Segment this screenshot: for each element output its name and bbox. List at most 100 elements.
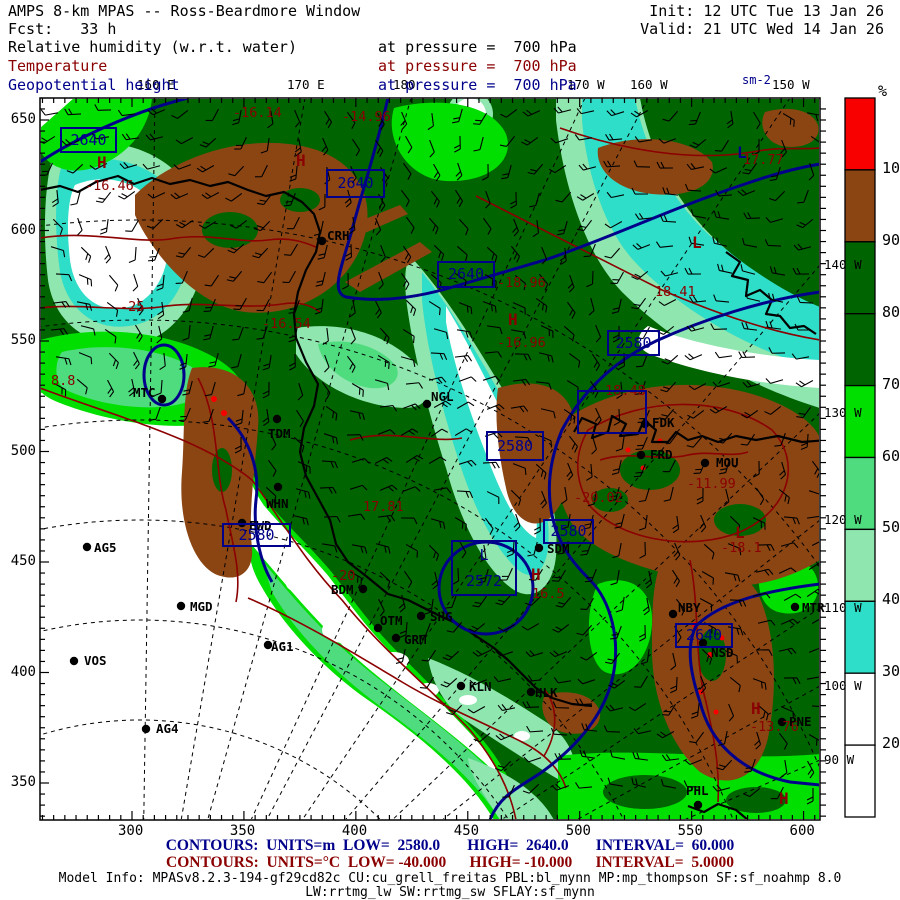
station-label-OTM: OTM bbox=[380, 613, 403, 628]
model-info-line1: Model Info: MPASv8.2.3-194-gf29cd82c CU:… bbox=[58, 871, 842, 886]
temp-label: -16.96 bbox=[497, 335, 546, 351]
station-label-AG4: AG4 bbox=[156, 721, 179, 736]
temp-label: -25 bbox=[120, 299, 145, 315]
high-symbol: H bbox=[531, 565, 541, 584]
forecast-hour: Fcst: 33 h bbox=[8, 20, 117, 38]
temp-label: -18.1 bbox=[721, 540, 762, 556]
temp-label: -16.46 bbox=[85, 178, 134, 194]
station-dot-MOU bbox=[700, 458, 710, 468]
height-contour-box: 2640 bbox=[60, 127, 117, 153]
high-symbol: H bbox=[97, 153, 107, 172]
field-name: Temperature bbox=[8, 57, 108, 75]
temp-label: -20.02 bbox=[574, 490, 623, 506]
rh-over-100-specks bbox=[211, 396, 725, 715]
station-label-CRH: CRH bbox=[327, 228, 350, 243]
low-letter: L bbox=[479, 546, 489, 564]
station-label-SHG: SHG bbox=[430, 609, 453, 624]
station-label-MOU: MOU bbox=[716, 455, 739, 470]
height-contour-box: 2640 bbox=[437, 261, 495, 288]
temp-label: -16.14 bbox=[233, 105, 282, 121]
height-contour-info: CONTOURS: UNITS=m LOW= 2580.0 HIGH= 2640… bbox=[165, 837, 735, 854]
units-note: sm-2 bbox=[742, 73, 771, 87]
station-dot-NSD bbox=[698, 638, 708, 648]
low-symbol: L bbox=[692, 233, 702, 252]
height-contour-box bbox=[577, 390, 647, 434]
height-contour-box: 2580 bbox=[222, 523, 291, 547]
station-label-FDK: FDK bbox=[652, 415, 675, 430]
plot-title: AMPS 8-km MPAS -- Ross-Beardmore Window bbox=[8, 2, 361, 20]
station-label-SDM: SDM bbox=[547, 541, 570, 556]
height-contour-box: 2580 bbox=[486, 431, 544, 461]
temp-contour-info: CONTOURS: UNITS=°C LOW= -40.000 HIGH= -1… bbox=[166, 854, 734, 871]
temp-label: -11.99 bbox=[687, 476, 736, 492]
station-dot-KLN bbox=[456, 681, 466, 691]
station-dot-PHL bbox=[693, 800, 703, 810]
station-label-EWD: EWD bbox=[249, 518, 272, 533]
low-value: 2572 bbox=[465, 572, 503, 590]
temp-label: 16.5 bbox=[532, 586, 565, 602]
station-label-NGL: NGL bbox=[431, 389, 454, 404]
valid-time: Valid: 21 UTC Wed 14 Jan 26 bbox=[640, 20, 884, 38]
station-dot-MTR bbox=[790, 602, 800, 612]
high-symbol: H bbox=[779, 789, 789, 808]
map-frame-and-ticks bbox=[39, 97, 826, 821]
colorbar bbox=[844, 97, 876, 818]
station-label-PNE: PNE bbox=[789, 714, 812, 729]
station-dot-MTC bbox=[157, 394, 167, 404]
height-contour-box: 2580 bbox=[543, 519, 594, 544]
high-symbol: H bbox=[751, 699, 761, 718]
field-level: at pressure = 700 hPa bbox=[378, 38, 577, 56]
station-dot-AG4 bbox=[141, 724, 151, 734]
high-symbol: H bbox=[296, 151, 306, 170]
station-label-VOS: VOS bbox=[84, 653, 107, 668]
low-center-box: L 2572 bbox=[451, 540, 517, 596]
station-dot-FRD bbox=[636, 450, 646, 460]
latlon-graticule bbox=[41, 99, 819, 819]
height-contour-box: 2580 bbox=[607, 330, 660, 356]
station-label-MTR: MTR bbox=[802, 600, 825, 615]
temp-label: 18.41 bbox=[655, 284, 696, 300]
station-dot-NGL bbox=[422, 399, 432, 409]
init-time: Init: 12 UTC Tue 13 Jan 26 bbox=[649, 2, 884, 20]
station-dot-BDM bbox=[358, 584, 368, 594]
temp-label: -20 bbox=[331, 568, 356, 584]
station-label-BDM: BDM bbox=[331, 582, 354, 597]
station-dot-NBY bbox=[668, 609, 678, 619]
station-label-PHL: PHL bbox=[686, 783, 709, 798]
station-dot-MGD bbox=[176, 601, 186, 611]
station-dot-GRM bbox=[391, 633, 401, 643]
station-label-KLN: KLN bbox=[469, 679, 492, 694]
station-dot-VOS bbox=[69, 656, 79, 666]
height-contour-box: 2640 bbox=[326, 169, 385, 198]
low-symbol: L bbox=[737, 143, 747, 162]
model-info-line2: LW:rrtmg_lw SW:rrtmg_sw SFLAY:sf_mynn bbox=[305, 885, 595, 900]
temp-label: 17.81 bbox=[363, 499, 404, 515]
station-label-MTC: MTC bbox=[133, 385, 156, 400]
station-dot-AG5 bbox=[82, 542, 92, 552]
station-dot-SHG bbox=[416, 611, 426, 621]
station-dot-HLK bbox=[526, 687, 536, 697]
station-dot-AG1 bbox=[263, 640, 273, 650]
temp-label: 8.8 bbox=[51, 373, 76, 389]
field-level: at pressure = 700 hPa bbox=[378, 76, 577, 94]
high-symbol: H bbox=[508, 310, 518, 329]
station-label-AG5: AG5 bbox=[94, 540, 117, 555]
station-label-TDM: TDM bbox=[268, 426, 291, 441]
wind-barbs bbox=[41, 104, 819, 805]
station-dot-PNE bbox=[777, 717, 787, 727]
station-label-HLK: HLK bbox=[535, 685, 558, 700]
station-dot-TDM bbox=[272, 414, 282, 424]
station-dot-SDM bbox=[534, 543, 544, 553]
temp-label: -14.96 bbox=[342, 109, 391, 125]
station-label-WHN: WHN bbox=[266, 496, 289, 511]
station-label-FRD: FRD bbox=[650, 447, 673, 462]
station-markers bbox=[69, 236, 800, 810]
station-dot-CRH bbox=[317, 236, 327, 246]
temp-label: 17.77 bbox=[743, 152, 784, 168]
station-label-NBY: NBY bbox=[678, 600, 701, 615]
field-name: Relative humidity (w.r.t. water) bbox=[8, 38, 297, 56]
temp-label: -16.54 bbox=[262, 316, 311, 332]
station-label-GRM: GRM bbox=[404, 632, 427, 647]
